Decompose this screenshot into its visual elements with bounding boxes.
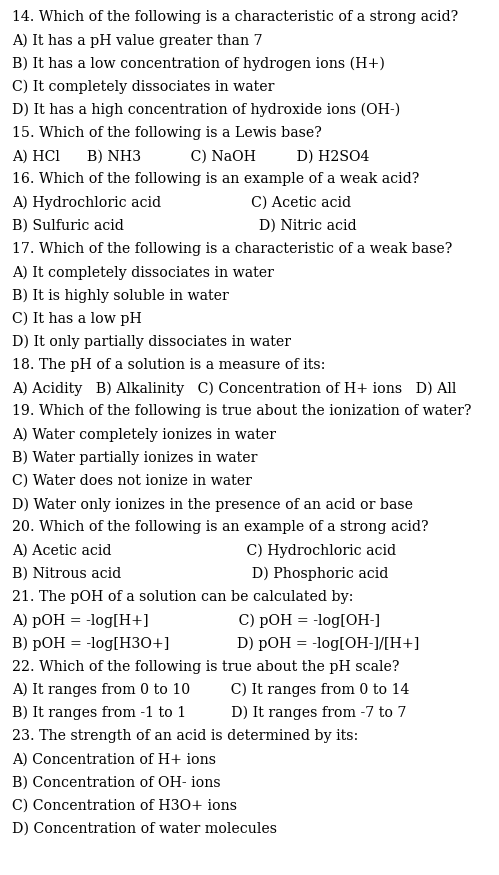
Text: A) HCl      B) NH3           C) NaOH         D) H2SO4: A) HCl B) NH3 C) NaOH D) H2SO4 [12,150,369,164]
Text: D) It only partially dissociates in water: D) It only partially dissociates in wate… [12,335,291,349]
Text: A) It ranges from 0 to 10         C) It ranges from 0 to 14: A) It ranges from 0 to 10 C) It ranges f… [12,682,409,697]
Text: A) Concentration of H+ ions: A) Concentration of H+ ions [12,752,216,766]
Text: B) It ranges from -1 to 1          D) It ranges from -7 to 7: B) It ranges from -1 to 1 D) It ranges f… [12,706,407,720]
Text: C) It has a low pH: C) It has a low pH [12,312,142,326]
Text: A) Hydrochloric acid                    C) Acetic acid: A) Hydrochloric acid C) Acetic acid [12,196,351,210]
Text: C) Water does not ionize in water: C) Water does not ionize in water [12,474,252,488]
Text: 17. Which of the following is a characteristic of a weak base?: 17. Which of the following is a characte… [12,242,452,256]
Text: C) It completely dissociates in water: C) It completely dissociates in water [12,80,274,94]
Text: A) Acetic acid                              C) Hydrochloric acid: A) Acetic acid C) Hydrochloric acid [12,543,396,558]
Text: B) Sulfuric acid                              D) Nitric acid: B) Sulfuric acid D) Nitric acid [12,219,357,233]
Text: B) pOH = -log[H3O+]               D) pOH = -log[OH-]/[H+]: B) pOH = -log[H3O+] D) pOH = -log[OH-]/[… [12,636,419,651]
Text: 20. Which of the following is an example of a strong acid?: 20. Which of the following is an example… [12,521,429,535]
Text: B) Nitrous acid                             D) Phosphoric acid: B) Nitrous acid D) Phosphoric acid [12,567,388,581]
Text: 18. The pH of a solution is a measure of its:: 18. The pH of a solution is a measure of… [12,358,325,372]
Text: A) Water completely ionizes in water: A) Water completely ionizes in water [12,428,276,442]
Text: B) It has a low concentration of hydrogen ions (H+): B) It has a low concentration of hydroge… [12,56,385,71]
Text: A) Acidity   B) Alkalinity   C) Concentration of H+ ions   D) All: A) Acidity B) Alkalinity C) Concentratio… [12,382,457,396]
Text: A) pOH = -log[H+]                    C) pOH = -log[OH-]: A) pOH = -log[H+] C) pOH = -log[OH-] [12,613,380,627]
Text: D) Water only ionizes in the presence of an acid or base: D) Water only ionizes in the presence of… [12,497,413,512]
Text: B) Concentration of OH- ions: B) Concentration of OH- ions [12,775,221,789]
Text: A) It completely dissociates in water: A) It completely dissociates in water [12,265,274,280]
Text: C) Concentration of H3O+ ions: C) Concentration of H3O+ ions [12,799,237,813]
Text: 16. Which of the following is an example of a weak acid?: 16. Which of the following is an example… [12,172,419,186]
Text: 21. The pOH of a solution can be calculated by:: 21. The pOH of a solution can be calcula… [12,590,353,604]
Text: B) Water partially ionizes in water: B) Water partially ionizes in water [12,451,257,466]
Text: D) It has a high concentration of hydroxide ions (OH-): D) It has a high concentration of hydrox… [12,102,400,117]
Text: 22. Which of the following is true about the pH scale?: 22. Which of the following is true about… [12,660,399,674]
Text: B) It is highly soluble in water: B) It is highly soluble in water [12,289,229,303]
Text: 23. The strength of an acid is determined by its:: 23. The strength of an acid is determine… [12,729,358,743]
Text: 19. Which of the following is true about the ionization of water?: 19. Which of the following is true about… [12,404,472,418]
Text: 14. Which of the following is a characteristic of a strong acid?: 14. Which of the following is a characte… [12,10,458,24]
Text: D) Concentration of water molecules: D) Concentration of water molecules [12,822,277,836]
Text: A) It has a pH value greater than 7: A) It has a pH value greater than 7 [12,33,262,47]
Text: 15. Which of the following is a Lewis base?: 15. Which of the following is a Lewis ba… [12,126,322,140]
